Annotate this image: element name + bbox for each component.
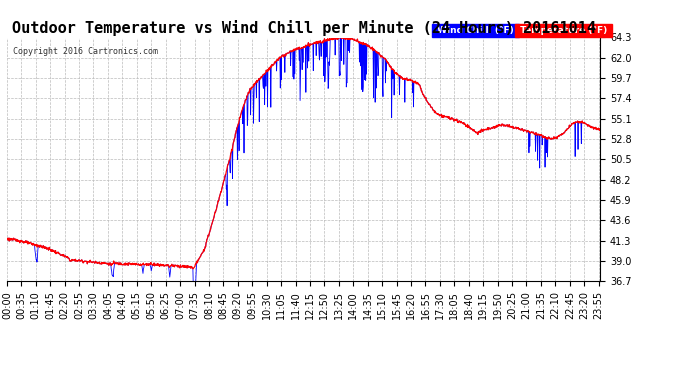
Title: Outdoor Temperature vs Wind Chill per Minute (24 Hours) 20161014: Outdoor Temperature vs Wind Chill per Mi… — [12, 20, 595, 36]
Text: Copyright 2016 Cartronics.com: Copyright 2016 Cartronics.com — [13, 47, 158, 56]
Text: Temperature (°F): Temperature (°F) — [518, 26, 611, 35]
Text: Wind Chill  (°F): Wind Chill (°F) — [434, 26, 517, 35]
